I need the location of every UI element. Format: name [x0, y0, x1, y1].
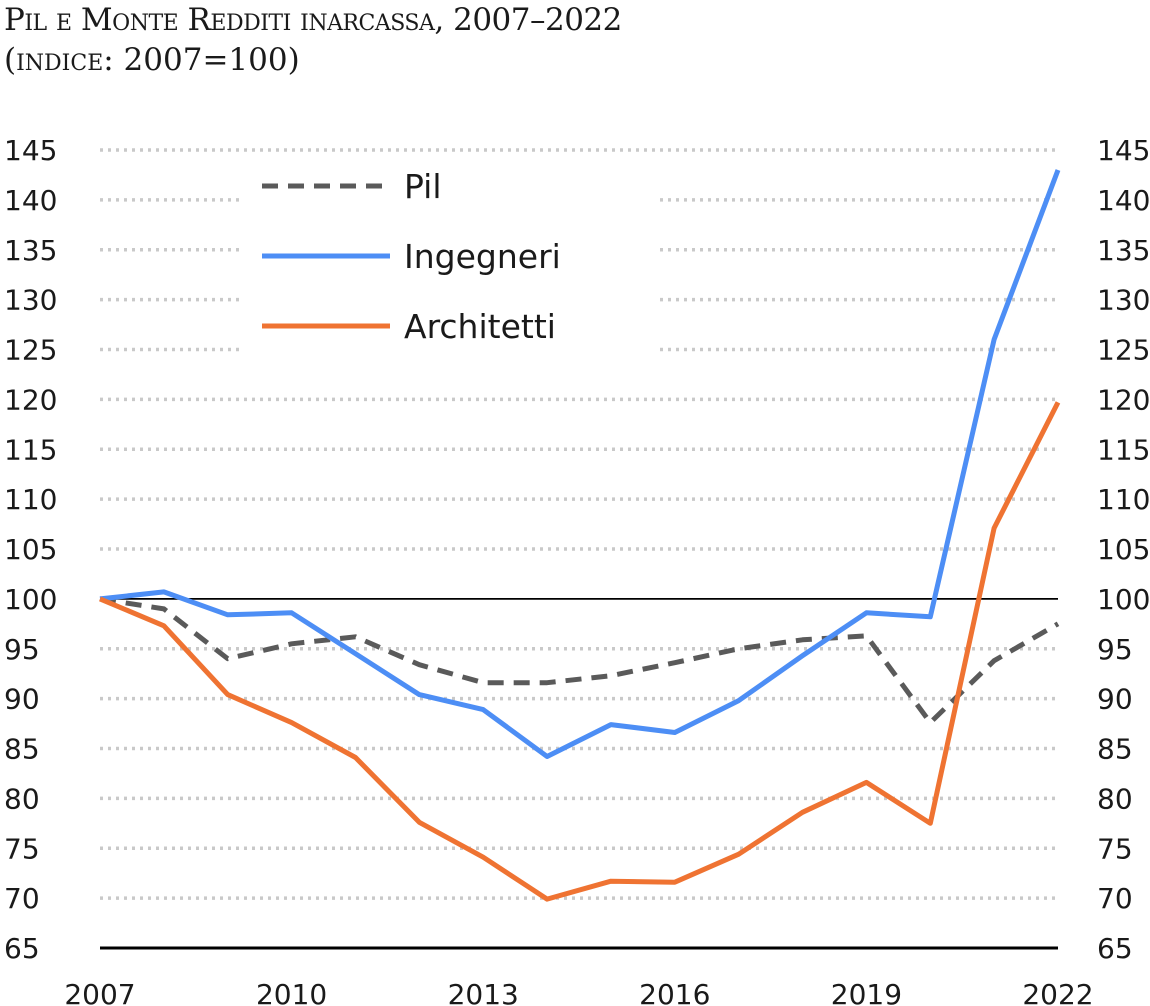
- x-axis: 2007 2010 2013 2016 2019 2022: [64, 978, 1093, 1006]
- y-tick-label-right: 130: [1097, 284, 1150, 317]
- y-tick-label-right: 140: [1097, 184, 1150, 217]
- x-tick-label: 2013: [448, 978, 519, 1006]
- y-tick-label-right: 65: [1097, 932, 1133, 965]
- series-line-architetti: [99, 401, 1061, 902]
- legend-label-pil: Pil: [404, 167, 442, 206]
- y-tick-label-right: 110: [1097, 483, 1150, 516]
- x-tick-label: 2016: [639, 978, 710, 1006]
- y-tick-label-right: 125: [1097, 334, 1150, 367]
- y-tick-label-left: 130: [4, 284, 57, 317]
- series-line-pil: [99, 596, 1060, 726]
- gridlines: [100, 148, 1058, 950]
- y-axis-left: 65 70 75 80 85 90 95 100 105 110 115 120 125 130 135 14…: [4, 134, 57, 965]
- y-tick-label-left: 120: [4, 383, 57, 416]
- y-tick-label-right: 145: [1097, 134, 1150, 167]
- y-tick-label-right: 120: [1097, 383, 1150, 416]
- y-axis-right: 65 70 75 80 85 90 95 100 105 110 115 120 125 130 135 14…: [1097, 134, 1150, 965]
- legend-label-ingegneri: Ingegneri: [404, 237, 561, 276]
- series-lines: [99, 169, 1061, 902]
- y-tick-label-left: 90: [4, 683, 40, 716]
- y-tick-label-left: 85: [4, 733, 40, 766]
- y-tick-label-left: 125: [4, 334, 57, 367]
- x-tick-label: 2010: [256, 978, 327, 1006]
- title-block: Pil e Monte Redditi inarcassa, 2007–2022…: [4, 0, 1144, 80]
- x-tick-label: 2007: [64, 978, 135, 1006]
- y-tick-label-right: 115: [1097, 433, 1150, 466]
- y-tick-label-right: 80: [1097, 782, 1133, 815]
- y-tick-label-right: 95: [1097, 633, 1133, 666]
- y-tick-label-left: 110: [4, 483, 57, 516]
- chart-title: Pil e Monte Redditi inarcassa, 2007–2022: [4, 2, 622, 38]
- y-tick-label-left: 100: [4, 583, 57, 616]
- legend-label-architetti: Architetti: [404, 307, 556, 346]
- y-tick-label-left: 95: [4, 633, 40, 666]
- y-tick-label-right: 85: [1097, 733, 1133, 766]
- y-tick-label-right: 100: [1097, 583, 1150, 616]
- y-tick-label-left: 65: [4, 932, 40, 965]
- y-tick-label-left: 145: [4, 134, 57, 167]
- legend: Pil Ingegneri Architetti: [240, 155, 660, 355]
- y-tick-label-right: 75: [1097, 832, 1133, 865]
- y-tick-label-left: 115: [4, 433, 57, 466]
- y-tick-label-right: 135: [1097, 234, 1150, 267]
- x-tick-label: 2022: [1022, 978, 1093, 1006]
- y-tick-label-left: 70: [4, 882, 40, 915]
- y-tick-label-left: 80: [4, 782, 40, 815]
- y-tick-label-left: 135: [4, 234, 57, 267]
- y-tick-label-left: 75: [4, 832, 40, 865]
- y-tick-label-left: 140: [4, 184, 57, 217]
- y-tick-label-right: 105: [1097, 533, 1150, 566]
- y-tick-label-left: 105: [4, 533, 57, 566]
- y-tick-label-right: 90: [1097, 683, 1133, 716]
- x-tick-label: 2019: [831, 978, 902, 1006]
- y-tick-label-right: 70: [1097, 882, 1133, 915]
- series-line-ingegneri: [99, 169, 1061, 759]
- chart-subtitle: (indice: 2007=100): [4, 42, 300, 78]
